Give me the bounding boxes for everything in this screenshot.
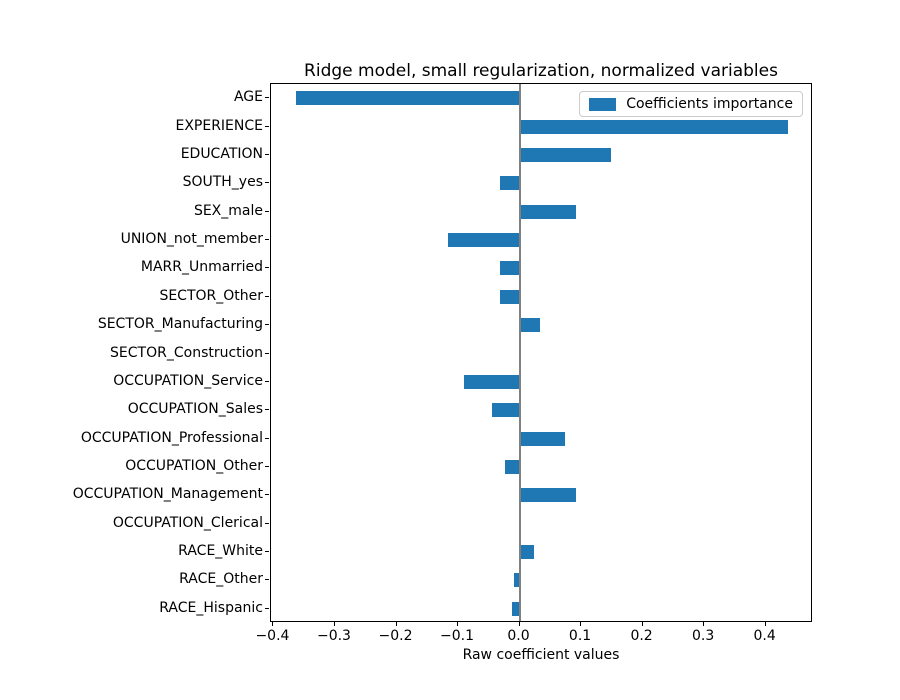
y-tick-mark [265,380,269,382]
bar [500,289,520,304]
bar [519,119,789,134]
y-tick-mark [265,239,269,241]
y-tick-label: UNION_not_member [120,231,263,248]
bar [519,488,576,503]
y-tick-label: OCCUPATION_Management [72,486,263,503]
x-tick-label: 0.4 [753,628,776,644]
bar [519,147,611,162]
y-tick-label: SECTOR_Manufacturing [97,316,263,333]
zero-reference-line [518,84,521,621]
y-tick-mark [265,579,269,581]
y-tick-label: OCCUPATION_Professional [80,429,263,446]
y-tick-mark [265,295,269,297]
x-tick-mark [641,622,643,626]
y-tick-label: EXPERIENCE [175,117,263,134]
x-tick-label: −0.3 [316,628,351,644]
legend-color-swatch [589,97,617,111]
y-tick-label: SECTOR_Other [159,287,263,304]
y-tick-mark [265,210,269,212]
y-tick-mark [265,465,269,467]
x-tick-label: 0.0 [507,628,530,644]
y-tick-mark [265,551,269,553]
y-tick-mark [265,607,269,609]
bar [519,318,540,333]
y-tick-label: RACE_Hispanic [159,599,263,616]
x-tick-label: 0.2 [630,628,653,644]
y-tick-label: SEX_male [193,202,263,219]
x-tick-mark [764,622,766,626]
bar [519,204,576,219]
chart-title: Ridge model, small regularization, norma… [304,61,778,81]
y-tick-label: OCCUPATION_Service [113,372,263,389]
x-axis-label: Raw coefficient values [462,647,620,663]
x-tick-mark [395,622,397,626]
y-tick-label: RACE_White [178,543,263,560]
bar [447,233,520,248]
y-tick-label: SOUTH_yes [182,174,263,191]
y-tick-mark [265,182,269,184]
legend-label: Coefficients importance [626,96,793,112]
x-tick-mark [518,622,520,626]
y-tick-label: AGE [233,89,263,106]
bar [514,573,520,588]
x-tick-label: −0.1 [440,628,475,644]
y-tick-mark [265,153,269,155]
y-tick-mark [265,409,269,411]
plot-area: Coefficients importance [270,83,812,622]
bar [295,91,520,106]
y-tick-mark [265,267,269,269]
x-tick-mark [457,622,459,626]
y-tick-label: EDUCATION [180,145,263,162]
bar [519,431,566,446]
bar [463,374,520,389]
bar [519,545,534,560]
x-tick-label: 0.3 [691,628,715,644]
x-tick-mark [703,622,705,626]
x-tick-mark [580,622,582,626]
y-tick-mark [265,522,269,524]
bar [499,176,520,191]
x-tick-label: −0.4 [255,628,290,644]
legend: Coefficients importance [579,91,803,117]
x-tick-label: 0.1 [568,628,592,644]
y-tick-label: OCCUPATION_Sales [127,401,263,418]
bar [491,403,520,418]
bar [499,261,520,276]
y-tick-label: SECTOR_Construction [110,344,263,361]
y-tick-mark [265,125,269,127]
y-tick-mark [265,437,269,439]
y-tick-label: RACE_Other [179,571,263,588]
y-tick-mark [265,97,269,99]
y-tick-label: OCCUPATION_Other [125,457,263,474]
y-tick-mark [265,352,269,354]
bar [511,601,520,616]
x-tick-mark [333,622,335,626]
y-tick-label: OCCUPATION_Clerical [112,514,263,531]
bar [504,459,520,474]
y-tick-label: MARR_Unmarried [140,259,263,276]
x-tick-mark [272,622,274,626]
y-tick-mark [265,494,269,496]
x-tick-label: −0.2 [378,628,413,644]
y-tick-mark [265,324,269,326]
